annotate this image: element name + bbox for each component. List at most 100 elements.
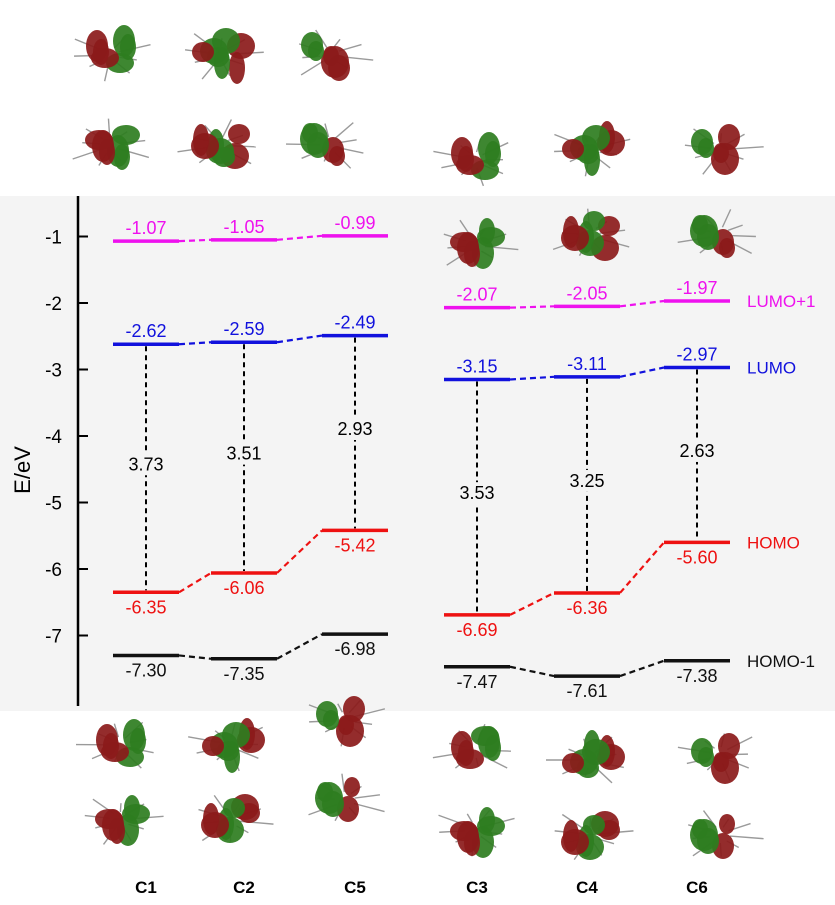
level-value-label: -3.15 <box>456 356 497 376</box>
orbital-lobe <box>485 141 501 167</box>
orbital-lobe <box>228 124 250 144</box>
level-connectors <box>178 234 665 678</box>
orbital-image <box>76 719 154 769</box>
level-value-labels: -1.07 -1.05 -0.99 -2.07 -2.05 -1.97 -2.62 -2.59… <box>125 213 717 701</box>
level-connector <box>509 665 555 678</box>
gap-value-labels: 3.73 3.51 2.93 3.53 3.25 2.63 <box>124 418 719 505</box>
level-value-label: -0.99 <box>334 213 375 233</box>
orbital-lobe <box>191 133 219 159</box>
level-connector <box>619 659 665 678</box>
level-value-label: -2.62 <box>125 321 166 341</box>
orbital-lobe <box>344 777 360 797</box>
level-connector <box>509 305 555 309</box>
molecule-bond <box>119 803 122 813</box>
orbital-lobe <box>561 225 589 251</box>
gap-value-label: 2.63 <box>679 441 714 461</box>
y-tick-label: -5 <box>45 494 62 515</box>
level-value-label: -6.06 <box>223 578 264 598</box>
molecule-bond <box>337 703 344 713</box>
orbital-image <box>438 807 515 858</box>
orbital-image <box>443 218 519 269</box>
orbital-lobe <box>91 48 119 68</box>
gap-label-background <box>333 418 377 441</box>
orbital-lobe <box>562 753 584 773</box>
legend: LUMO+1 LUMO HOMO HOMO-1 <box>747 292 816 671</box>
orbital-lobe <box>224 741 240 773</box>
level-connector <box>619 299 665 308</box>
level-value-label: -1.07 <box>125 218 166 238</box>
level-value-label: -7.47 <box>456 672 497 692</box>
level-value-label: -2.07 <box>456 285 497 305</box>
orbital-lobe <box>584 144 600 176</box>
orbital-lobe <box>477 227 505 247</box>
orbital-lobe <box>120 34 136 60</box>
orbital-image <box>432 724 511 769</box>
molecule-bond <box>341 773 345 793</box>
level-value-label: -2.59 <box>223 319 264 339</box>
molecule-bond <box>353 802 385 813</box>
orbital-lobe <box>114 144 130 170</box>
orbital-lobe <box>464 830 480 856</box>
y-tick-label: -3 <box>45 361 62 382</box>
orbital-lobe <box>718 124 740 150</box>
compound-label: C3 <box>466 878 488 897</box>
level-connector <box>276 633 323 660</box>
gap-value-label: 2.93 <box>337 419 372 439</box>
gap-value-label: 3.51 <box>226 444 261 464</box>
orbital-lobe <box>698 138 714 158</box>
level-connector <box>276 334 323 344</box>
level-value-label: -2.97 <box>676 345 717 365</box>
orbital-lobe <box>130 728 146 754</box>
orbital-lobe <box>122 804 150 824</box>
orbital-lobe <box>698 747 714 767</box>
orbital-lobe <box>192 42 214 62</box>
orbital-lobe <box>718 733 740 759</box>
orbital-lobe <box>222 722 250 748</box>
orbital-lobe <box>711 143 739 175</box>
molecule-bond <box>727 224 743 231</box>
orbital-lobe <box>582 739 610 765</box>
y-tick-label: -7 <box>45 627 62 648</box>
orbital-lobe <box>582 125 610 151</box>
orbital-lobe <box>583 211 605 231</box>
gap-label-background <box>565 469 609 492</box>
orbital-images <box>72 25 764 861</box>
orbital-lobe <box>109 818 125 844</box>
legend-entry: HOMO <box>747 533 800 552</box>
orbital-lobe <box>308 41 324 61</box>
y-axis-ticks: -1 -2 -3 -4 -5 -6 -7 <box>45 228 88 648</box>
orbital-lobe <box>307 132 329 158</box>
gap-value-label: 3.53 <box>459 483 494 503</box>
orbital-lobe <box>322 791 344 817</box>
orbital-lobe <box>464 241 480 267</box>
gap-label-background <box>222 442 266 465</box>
orbital-lobe <box>323 710 339 730</box>
compound-labels: C1 C2 C5 C3 C4 C6 <box>135 878 708 897</box>
molecule-bond <box>300 60 324 76</box>
orbital-image <box>688 810 764 859</box>
orbital-image <box>552 208 630 261</box>
y-tick-label: -4 <box>45 427 62 448</box>
orbital-lobe <box>485 735 501 761</box>
orbital-lobe <box>202 736 224 756</box>
orbital-image <box>433 132 509 187</box>
orbital-lobe <box>101 742 129 762</box>
orbital-lobe <box>213 147 235 167</box>
level-connector <box>619 366 665 378</box>
molecule-bond <box>113 723 120 738</box>
compound-label: C5 <box>344 878 366 897</box>
level-connector <box>178 572 212 594</box>
legend-entry: HOMO-1 <box>747 652 815 671</box>
orbital-image <box>188 718 265 773</box>
level-connector <box>509 375 555 381</box>
level-value-label: -6.36 <box>566 598 607 618</box>
legend-entry: LUMO+1 <box>747 292 816 311</box>
molecule-bond <box>324 123 330 138</box>
y-tick-label: -1 <box>45 228 62 249</box>
orbital-lobe <box>229 52 245 84</box>
orbital-image <box>684 124 764 175</box>
molecule-bond <box>221 119 233 138</box>
level-value-label: -5.60 <box>676 547 717 567</box>
orbital-lobe <box>328 55 350 81</box>
gap-value-label: 3.73 <box>128 454 163 474</box>
